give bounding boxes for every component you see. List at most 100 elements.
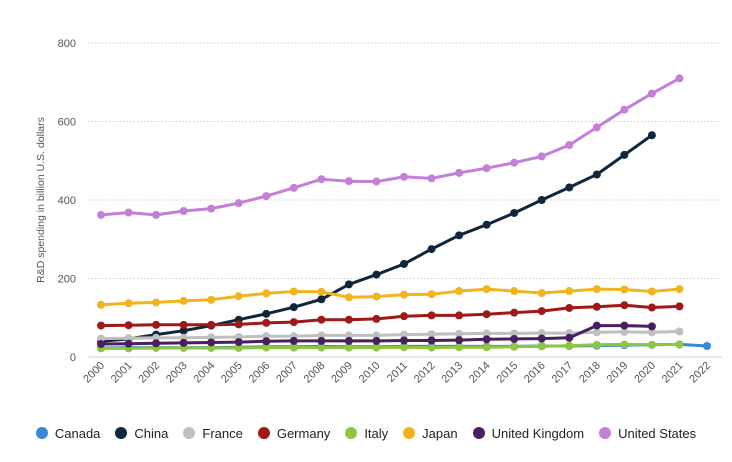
- data-point-italy[interactable]: [317, 343, 326, 352]
- data-point-germany[interactable]: [592, 302, 601, 311]
- data-point-united-states[interactable]: [124, 208, 133, 217]
- data-point-china[interactable]: [537, 196, 546, 204]
- data-point-france[interactable]: [455, 329, 464, 338]
- data-point-france[interactable]: [317, 331, 326, 340]
- series-line-germany[interactable]: [99, 303, 681, 328]
- legend-item-japan[interactable]: Japan: [403, 426, 458, 441]
- data-point-italy[interactable]: [647, 340, 656, 349]
- data-point-japan[interactable]: [482, 285, 491, 294]
- data-point-united-states[interactable]: [344, 177, 353, 186]
- data-point-united-states[interactable]: [482, 164, 491, 173]
- data-point-germany[interactable]: [400, 312, 408, 321]
- data-point-united-kingdom[interactable]: [344, 336, 353, 345]
- data-point-canada[interactable]: [703, 342, 711, 351]
- data-point-france[interactable]: [97, 334, 105, 343]
- data-point-united-kingdom[interactable]: [537, 334, 546, 343]
- data-point-united-kingdom[interactable]: [510, 334, 519, 343]
- data-point-germany[interactable]: [207, 320, 216, 329]
- data-point-germany[interactable]: [510, 308, 519, 317]
- data-point-france[interactable]: [647, 328, 656, 337]
- data-point-france[interactable]: [400, 330, 408, 339]
- data-point-france[interactable]: [675, 327, 684, 336]
- data-point-united-states[interactable]: [262, 192, 271, 201]
- data-point-united-states[interactable]: [317, 175, 326, 184]
- data-point-germany[interactable]: [455, 311, 464, 320]
- data-point-japan[interactable]: [400, 290, 408, 299]
- data-point-united-states[interactable]: [152, 210, 161, 219]
- data-point-germany[interactable]: [152, 320, 161, 329]
- data-point-china[interactable]: [262, 309, 271, 318]
- data-point-united-states[interactable]: [179, 206, 188, 215]
- data-point-germany[interactable]: [565, 303, 574, 312]
- data-point-japan[interactable]: [372, 292, 381, 301]
- data-point-united-states[interactable]: [537, 152, 546, 161]
- data-point-china[interactable]: [592, 170, 601, 179]
- data-point-china[interactable]: [289, 303, 298, 312]
- data-point-france[interactable]: [372, 331, 381, 340]
- data-point-china[interactable]: [344, 280, 353, 289]
- data-point-united-states[interactable]: [455, 168, 464, 177]
- data-point-united-kingdom[interactable]: [317, 336, 326, 345]
- legend-item-france[interactable]: France: [183, 426, 243, 441]
- data-point-france[interactable]: [592, 328, 601, 337]
- data-point-japan[interactable]: [620, 285, 629, 294]
- data-point-china[interactable]: [620, 150, 629, 159]
- legend-item-china[interactable]: China: [115, 426, 168, 441]
- series-line-france[interactable]: [99, 330, 681, 341]
- data-point-united-kingdom[interactable]: [482, 335, 491, 344]
- data-point-france[interactable]: [152, 333, 161, 342]
- data-point-france[interactable]: [510, 329, 519, 338]
- data-point-france[interactable]: [482, 329, 491, 338]
- data-point-japan[interactable]: [427, 290, 436, 299]
- data-point-japan[interactable]: [124, 299, 133, 308]
- data-point-china[interactable]: [482, 220, 491, 229]
- data-point-germany[interactable]: [537, 307, 546, 316]
- data-point-united-kingdom[interactable]: [455, 336, 464, 345]
- data-point-italy[interactable]: [565, 341, 574, 350]
- data-point-germany[interactable]: [372, 314, 381, 323]
- data-point-france[interactable]: [124, 334, 133, 343]
- data-point-italy[interactable]: [592, 340, 601, 349]
- series-italy[interactable]: [97, 340, 684, 353]
- series-line-italy[interactable]: [99, 342, 681, 350]
- data-point-germany[interactable]: [179, 320, 188, 329]
- data-point-united-states[interactable]: [372, 177, 381, 186]
- legend-item-italy[interactable]: Italy: [345, 426, 388, 441]
- data-point-united-kingdom[interactable]: [234, 338, 243, 347]
- series-germany[interactable]: [97, 301, 684, 330]
- data-point-china[interactable]: [179, 326, 188, 335]
- data-point-germany[interactable]: [675, 302, 684, 311]
- data-point-japan[interactable]: [455, 287, 464, 296]
- data-point-italy[interactable]: [455, 343, 464, 352]
- data-point-japan[interactable]: [565, 287, 574, 296]
- data-point-united-kingdom[interactable]: [647, 322, 656, 331]
- series-united-states[interactable]: [97, 74, 684, 219]
- data-point-united-kingdom[interactable]: [427, 336, 436, 345]
- data-point-japan[interactable]: [675, 285, 684, 294]
- data-point-japan[interactable]: [537, 289, 546, 298]
- data-point-japan[interactable]: [289, 287, 298, 296]
- data-point-japan[interactable]: [647, 287, 656, 296]
- data-point-germany[interactable]: [647, 303, 656, 312]
- data-point-france[interactable]: [537, 329, 546, 338]
- data-point-italy[interactable]: [510, 342, 519, 351]
- data-point-italy[interactable]: [372, 343, 381, 352]
- data-point-united-kingdom[interactable]: [124, 339, 133, 348]
- data-point-united-states[interactable]: [565, 141, 574, 150]
- data-point-united-states[interactable]: [675, 74, 684, 83]
- data-point-italy[interactable]: [289, 343, 298, 352]
- data-point-united-states[interactable]: [620, 105, 629, 114]
- data-point-united-states[interactable]: [427, 174, 436, 183]
- data-point-united-kingdom[interactable]: [592, 321, 601, 330]
- data-point-italy[interactable]: [427, 343, 436, 352]
- data-point-united-kingdom[interactable]: [207, 338, 216, 347]
- data-point-france[interactable]: [427, 330, 436, 339]
- data-point-china[interactable]: [400, 259, 408, 268]
- data-point-china[interactable]: [510, 208, 519, 217]
- data-point-china[interactable]: [565, 183, 574, 192]
- data-point-china[interactable]: [647, 131, 656, 140]
- data-point-united-states[interactable]: [592, 123, 601, 132]
- data-point-italy[interactable]: [344, 343, 353, 352]
- data-point-united-states[interactable]: [647, 89, 656, 98]
- data-point-france[interactable]: [620, 327, 629, 336]
